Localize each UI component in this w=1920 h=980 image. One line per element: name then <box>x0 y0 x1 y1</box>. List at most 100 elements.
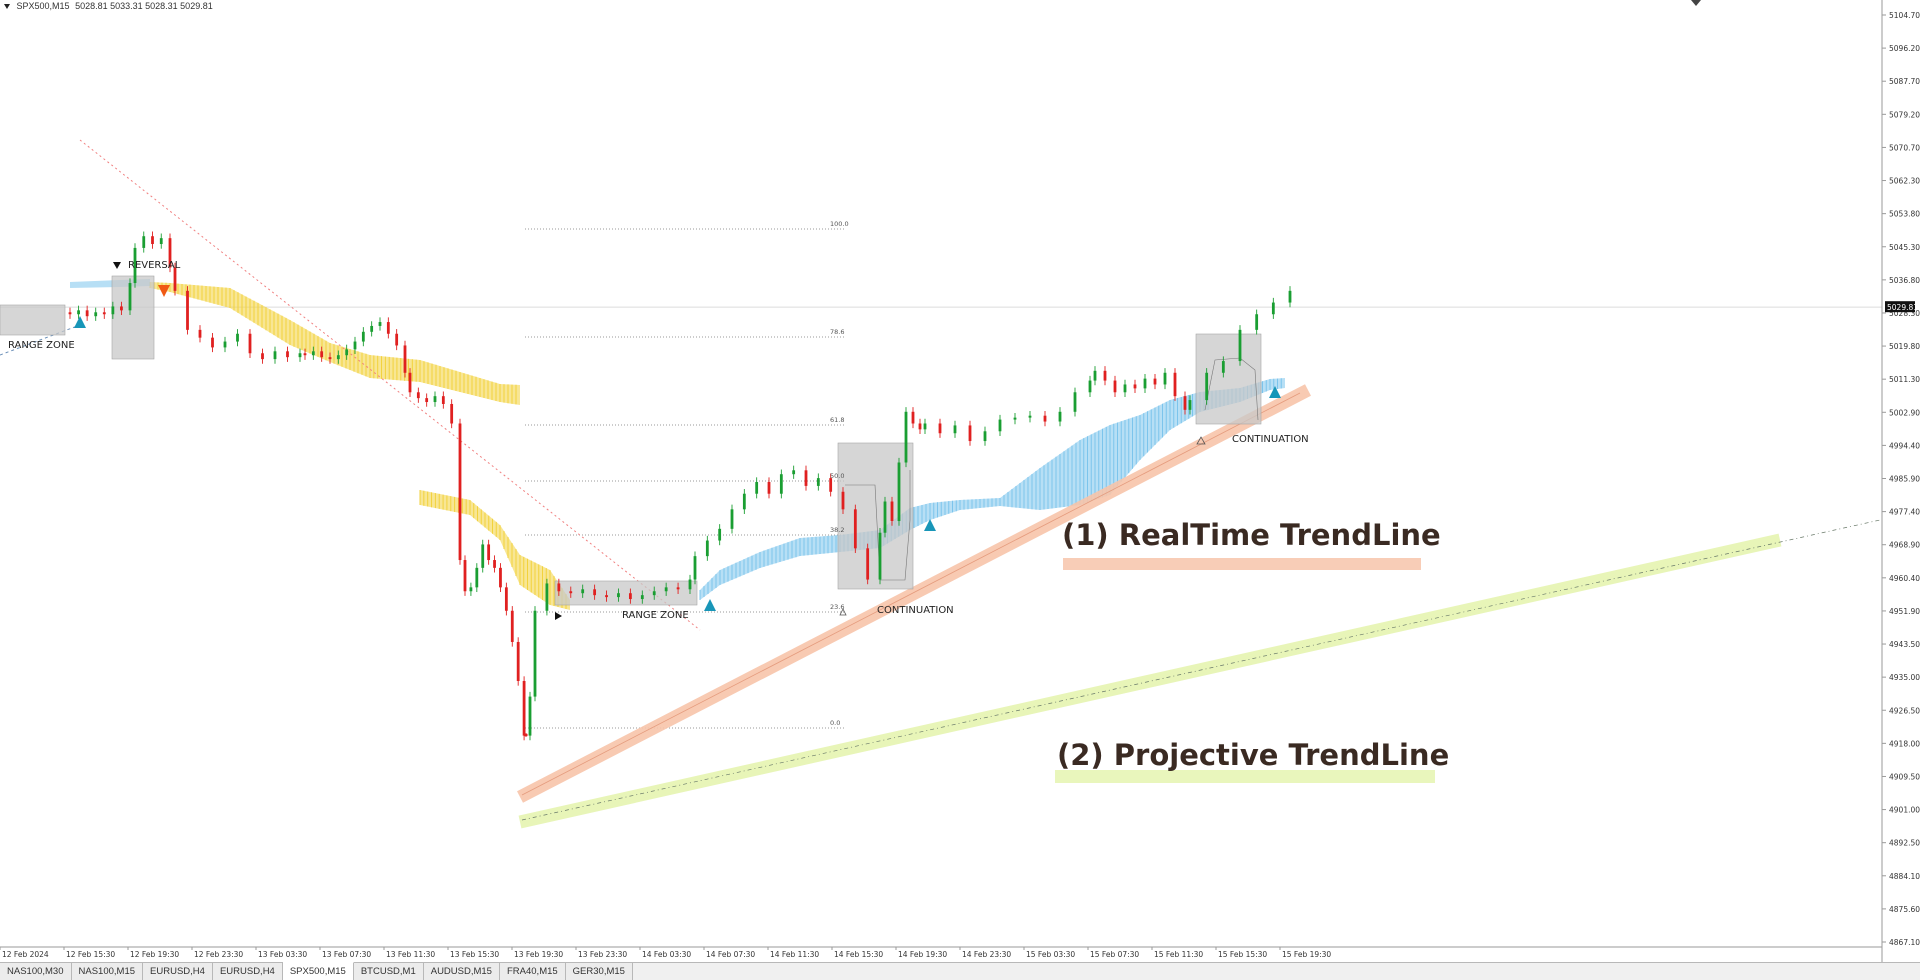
bullish-candle <box>236 333 239 342</box>
reversal-label: REVERSAL <box>128 260 181 271</box>
bullish-candle <box>1013 417 1017 420</box>
price-tick-label: 5062.30 <box>1889 177 1920 186</box>
bullish-candle <box>705 540 709 557</box>
bullish-candle <box>133 247 137 284</box>
symbol-tabs-bar: NAS100,M30 NAS100,M15 EURUSD,H4 EURUSD,H… <box>0 962 1920 980</box>
reversal-zone-box <box>111 275 155 360</box>
tab-nas100-m30[interactable]: NAS100,M30 <box>0 963 72 980</box>
bullish-candle <box>298 353 302 358</box>
tab-eurusd-h4-a[interactable]: EURUSD,H4 <box>143 963 213 980</box>
bullish-candle <box>755 482 759 494</box>
continuation-label: CONTINUATION <box>877 605 954 616</box>
bearish-candle <box>458 423 462 561</box>
fib-level-label: 38.2 <box>830 526 844 534</box>
tab-nas100-m15[interactable]: NAS100,M15 <box>71 963 144 980</box>
symbol-name: SPX500,M15 <box>16 1 70 11</box>
bearish-candle <box>425 398 429 403</box>
bullish-candle <box>718 528 722 541</box>
price-tick-label: 5087.70 <box>1889 77 1920 86</box>
price-tick-label: 4909.50 <box>1889 772 1920 781</box>
bullish-candle <box>128 283 132 311</box>
bullish-candle <box>378 322 382 326</box>
bearish-candle <box>968 425 972 442</box>
cloud-yellow-lower <box>420 490 570 610</box>
fib-level-label: 61.8 <box>830 416 844 424</box>
tab-eurusd-h4-b[interactable]: EURUSD,H4 <box>212 963 283 980</box>
bearish-candle <box>628 593 632 600</box>
bullish-candle <box>742 493 746 510</box>
bullish-candle <box>652 591 656 596</box>
current-price-label: 5029.81 <box>1887 303 1918 312</box>
bullish-candle <box>1093 370 1097 381</box>
price-tick-label: 4968.90 <box>1889 541 1920 550</box>
price-tick-label: 5011.30 <box>1889 375 1920 384</box>
bullish-candle <box>311 351 315 356</box>
time-tick-label: 13 Feb 15:30 <box>450 950 499 959</box>
bullish-candle <box>904 411 908 463</box>
projective-label-highlight <box>1055 770 1435 783</box>
bullish-candle <box>1271 302 1275 315</box>
bullish-candle <box>159 238 163 245</box>
bullish-candle <box>361 331 365 342</box>
range-zone-box-mid <box>554 580 698 606</box>
fib-level-label: 78.6 <box>830 328 844 336</box>
bullish-candle <box>223 341 227 348</box>
buy-signal-icon <box>704 599 716 611</box>
bearish-candle <box>853 509 857 549</box>
reversal-marker-icon <box>113 262 121 269</box>
tab-btcusd-m1[interactable]: BTCUSD,M1 <box>353 963 424 980</box>
bearish-candle <box>286 351 289 358</box>
bullish-candle <box>998 419 1002 432</box>
bearish-candle <box>151 236 154 245</box>
bearish-candle <box>328 357 332 360</box>
bullish-candle <box>336 355 340 360</box>
bearish-candle <box>557 583 561 592</box>
time-tick-label: 14 Feb 23:30 <box>962 950 1011 959</box>
bearish-candle <box>1153 378 1157 385</box>
chart-menu-arrow-icon[interactable] <box>1691 0 1701 6</box>
price-tick-label: 5002.90 <box>1889 408 1920 417</box>
bearish-candle <box>504 587 508 611</box>
bullish-candle <box>688 579 692 590</box>
bullish-candle <box>1163 372 1167 385</box>
bearish-candle <box>303 353 307 356</box>
bullish-candle <box>897 462 901 522</box>
sell-signal-icon <box>158 285 170 297</box>
bearish-candle <box>441 396 445 404</box>
bearish-candle <box>168 238 172 268</box>
price-tick-label: 5028.30 <box>1889 309 1920 318</box>
range-zone-label: RANGE ZONE <box>622 610 689 621</box>
price-tick-label: 5104.70 <box>1889 11 1920 20</box>
bullish-candle <box>433 396 437 403</box>
bullish-candle <box>878 532 882 580</box>
bullish-candle <box>94 312 98 317</box>
bullish-candle <box>533 610 537 697</box>
bearish-candle <box>173 267 177 291</box>
bullish-candle <box>1058 411 1062 422</box>
downtrend-dashed-line <box>79 139 701 631</box>
bearish-candle <box>593 589 597 596</box>
continuation-zone-box-mid <box>837 442 914 590</box>
buy-signal-icon <box>74 316 86 328</box>
bearish-candle <box>395 333 399 346</box>
bullish-candle <box>481 544 485 568</box>
tab-fra40-m15[interactable]: FRA40,M15 <box>499 963 566 980</box>
bearish-candle <box>605 595 608 598</box>
continuation-label: CONTINUATION <box>1232 434 1309 445</box>
realtime-label-highlight <box>1063 558 1421 570</box>
fib-level-label: 0.0 <box>830 719 840 727</box>
tab-ger30-m15[interactable]: GER30,M15 <box>565 963 633 980</box>
dropdown-arrow-icon[interactable] <box>4 4 10 10</box>
bullish-candle <box>77 310 80 315</box>
bullish-candle <box>273 351 277 360</box>
time-tick-label: 13 Feb 23:30 <box>578 950 627 959</box>
bearish-candle <box>408 372 412 393</box>
bullish-candle <box>1205 372 1209 401</box>
realtime-trendline-label: (1) RealTime TrendLine <box>1062 518 1441 552</box>
tab-audusd-m15[interactable]: AUDUSD,M15 <box>423 963 500 980</box>
tab-spx500-m15[interactable]: SPX500,M15 <box>282 962 354 980</box>
price-tick-label: 4884.10 <box>1889 872 1920 881</box>
time-tick-label: 12 Feb 19:30 <box>130 950 179 959</box>
